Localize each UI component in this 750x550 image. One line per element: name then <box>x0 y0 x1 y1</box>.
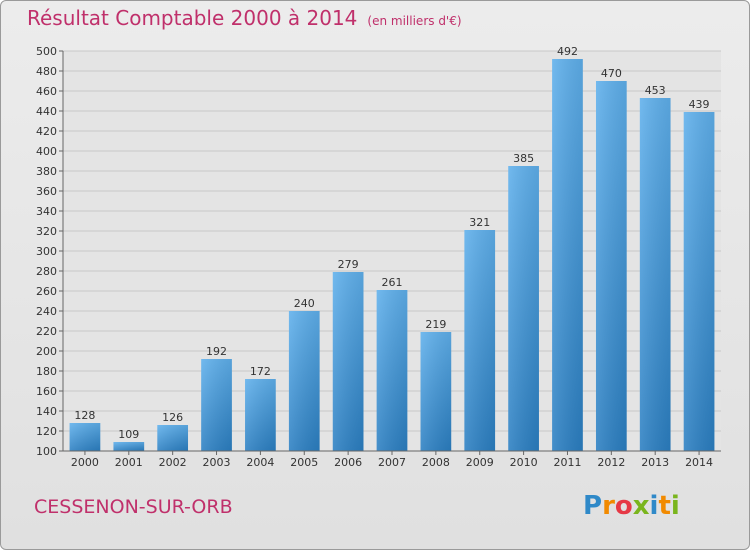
bar-shading <box>201 359 232 451</box>
y-tick-label: 460 <box>36 85 57 98</box>
y-tick-label: 140 <box>36 405 57 418</box>
y-tick-label: 260 <box>36 285 57 298</box>
y-tick-label: 380 <box>36 165 57 178</box>
bar-shading <box>245 379 276 451</box>
chart-subtitle: (en milliers d'€) <box>367 14 462 28</box>
y-tick-label: 300 <box>36 245 57 258</box>
y-tick-label: 160 <box>36 385 57 398</box>
y-tick-label: 200 <box>36 345 57 358</box>
x-tick-label: 2006 <box>334 456 362 469</box>
x-tick-label: 2009 <box>466 456 494 469</box>
y-tick-label: 500 <box>36 45 57 58</box>
x-tick-label: 2000 <box>71 456 99 469</box>
bar-value-label: 219 <box>425 318 446 331</box>
logo-letter: i <box>649 491 659 521</box>
x-tick-label: 2004 <box>246 456 274 469</box>
bar-value-label: 385 <box>513 152 534 165</box>
x-tick-label: 2001 <box>115 456 143 469</box>
bar-value-label: 126 <box>162 411 183 424</box>
bar-value-label: 172 <box>250 365 271 378</box>
bar-value-label: 192 <box>206 345 227 358</box>
logo-letter: P <box>583 491 603 521</box>
logo-letter: o <box>614 491 633 521</box>
y-tick-label: 220 <box>36 325 57 338</box>
bar-shading <box>69 423 101 451</box>
bar-shading <box>552 59 583 451</box>
y-tick-label: 120 <box>36 425 57 438</box>
bar-shading <box>508 166 539 451</box>
logo-letter: x <box>632 491 650 521</box>
y-tick-label: 480 <box>36 65 57 78</box>
logo-letter: t <box>658 491 671 521</box>
proxiti-logo: Proxiti <box>583 491 680 521</box>
bar-value-label: 279 <box>338 258 359 271</box>
bar-value-label: 453 <box>645 84 666 97</box>
bar-value-label: 439 <box>689 98 710 111</box>
bar-value-label: 321 <box>469 216 490 229</box>
y-tick-label: 280 <box>36 265 57 278</box>
bar-shading <box>683 112 715 451</box>
bar-shading <box>376 290 408 451</box>
bar-value-label: 470 <box>601 67 622 80</box>
bar-shading <box>332 272 364 451</box>
bar-shading <box>420 332 452 451</box>
y-tick-label: 180 <box>36 365 57 378</box>
bar-value-label: 109 <box>118 428 139 441</box>
x-tick-label: 2012 <box>597 456 625 469</box>
x-tick-label: 2010 <box>510 456 538 469</box>
axes: 100 120 140 160 180 200 220 240 260 280 300 320 340 3… <box>36 45 721 469</box>
bars: 128 109 126 192 172 240 279 261 219 321 385 492 470 4… <box>69 45 715 451</box>
bar-value-label: 261 <box>382 276 403 289</box>
x-tick-label: 2007 <box>378 456 406 469</box>
logo-letter: r <box>602 491 615 521</box>
location-label: CESSENON-SUR-ORB <box>34 496 233 518</box>
x-tick-label: 2005 <box>290 456 318 469</box>
bar-shading <box>288 311 320 451</box>
x-tick-label: 2011 <box>553 456 581 469</box>
y-tick-label: 420 <box>36 125 57 138</box>
y-tick-label: 240 <box>36 305 57 318</box>
bar-value-label: 492 <box>557 45 578 58</box>
bar-shading <box>157 425 189 451</box>
y-tick-label: 340 <box>36 205 57 218</box>
bar-shading <box>113 442 145 451</box>
y-tick-label: 440 <box>36 105 57 118</box>
bar-shading <box>464 230 496 451</box>
x-tick-label: 2002 <box>159 456 187 469</box>
bar-value-label: 128 <box>74 409 95 422</box>
y-tick-label: 320 <box>36 225 57 238</box>
x-tick-label: 2008 <box>422 456 450 469</box>
logo-letter: i <box>670 491 680 521</box>
bar-shading <box>595 81 627 451</box>
y-tick-label: 400 <box>36 145 57 158</box>
bar-value-label: 240 <box>294 297 315 310</box>
x-tick-label: 2013 <box>641 456 669 469</box>
y-tick-label: 100 <box>36 445 57 458</box>
bar-shading <box>639 98 671 451</box>
x-tick-label: 2003 <box>203 456 231 469</box>
y-tick-label: 360 <box>36 185 57 198</box>
chart-title: Résultat Comptable 2000 à 2014 (en millie… <box>27 6 462 30</box>
x-tick-label: 2014 <box>685 456 713 469</box>
